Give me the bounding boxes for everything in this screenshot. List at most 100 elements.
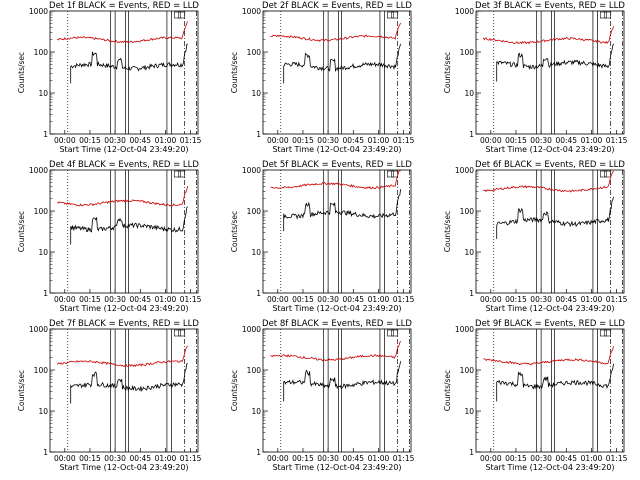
y-tick-label: 100 <box>460 366 475 375</box>
panel-title: Det 5f BLACK = Events, RED = LLD <box>262 160 412 170</box>
x-tick-label: 00:15 <box>292 295 314 304</box>
panel-title: Det 4f BLACK = Events, RED = LLD <box>49 160 199 170</box>
x-tick-label: 00:15 <box>79 136 101 145</box>
x-tick-label: 00:15 <box>505 136 527 145</box>
top-marker <box>604 11 612 19</box>
y-tick-label: 1 <box>256 130 261 139</box>
y-axis-label: Counts/sec <box>443 52 452 93</box>
y-axis-label: Counts/sec <box>17 370 26 411</box>
x-tick-label: 01:15 <box>393 454 415 463</box>
panel-2: Det 2f BLACK = Events, RED = LLD 1 10 100 10… <box>230 1 415 154</box>
x-tick-label: 01:00 <box>581 136 603 145</box>
x-tick-label: 01:00 <box>155 454 177 463</box>
x-tick-label: 00:30 <box>530 454 552 463</box>
x-tick-label: 01:15 <box>606 295 628 304</box>
panel-6: Det 6f BLACK = Events, RED = LLD 1 10 100 10… <box>443 160 628 313</box>
lld-series-line <box>270 22 401 42</box>
y-tick-label: 10 <box>38 89 48 98</box>
plot-frame <box>262 328 412 453</box>
panel-title: Det 7f BLACK = Events, RED = LLD <box>49 319 199 329</box>
panel-title: Det 3f BLACK = Events, RED = LLD <box>475 1 625 11</box>
top-marker <box>386 329 394 337</box>
y-tick-label: 1 <box>469 289 474 298</box>
events-series-line <box>283 43 401 84</box>
x-tick-label: 00:00 <box>480 295 502 304</box>
x-tick-label: 00:15 <box>79 295 101 304</box>
panel-title: Det 8f BLACK = Events, RED = LLD <box>262 319 412 329</box>
plot-frame <box>262 169 412 294</box>
y-axis-label: Counts/sec <box>443 370 452 411</box>
y-axis-label: Counts/sec <box>230 52 239 93</box>
top-marker <box>391 329 399 337</box>
x-tick-label: 00:45 <box>555 136 577 145</box>
panel-title: Det 1f BLACK = Events, RED = LLD <box>49 1 199 11</box>
x-tick-label: 00:45 <box>342 136 364 145</box>
y-tick-label: 100 <box>34 48 49 57</box>
y-axis-label: Counts/sec <box>230 211 239 252</box>
x-tick-label: 00:00 <box>480 136 502 145</box>
x-tick-label: 00:00 <box>54 454 76 463</box>
plot-frame <box>262 10 412 135</box>
y-tick-label: 1000 <box>455 325 474 334</box>
top-marker <box>173 329 181 337</box>
y-tick-label: 1000 <box>455 7 474 16</box>
x-tick-label: 00:45 <box>129 136 151 145</box>
x-tick-label: 00:30 <box>530 295 552 304</box>
top-marker <box>599 329 607 337</box>
x-tick-label: 00:30 <box>104 454 126 463</box>
x-tick-label: 00:00 <box>267 136 289 145</box>
events-series-line <box>70 362 188 404</box>
y-tick-label: 1 <box>256 289 261 298</box>
x-tick-label: 00:45 <box>555 295 577 304</box>
x-tick-label: 00:15 <box>79 454 101 463</box>
top-marker <box>604 170 612 178</box>
x-axis-label: Start Time (12-Oct-04 23:49:20) <box>485 463 614 472</box>
y-tick-label: 10 <box>464 407 474 416</box>
x-tick-label: 00:45 <box>342 295 364 304</box>
x-tick-label: 00:30 <box>104 295 126 304</box>
y-tick-label: 10 <box>464 248 474 257</box>
top-marker <box>599 11 607 19</box>
y-tick-label: 1 <box>43 130 48 139</box>
y-tick-label: 1 <box>43 448 48 457</box>
x-tick-label: 01:00 <box>368 454 390 463</box>
y-axis-label: Counts/sec <box>17 211 26 252</box>
x-axis-label: Start Time (12-Oct-04 23:49:20) <box>272 304 401 313</box>
y-tick-label: 1000 <box>242 7 261 16</box>
x-axis-label: Start Time (12-Oct-04 23:49:20) <box>272 463 401 472</box>
x-tick-label: 00:45 <box>555 454 577 463</box>
y-tick-label: 1 <box>469 130 474 139</box>
x-tick-label: 01:00 <box>581 295 603 304</box>
events-series-line <box>496 43 614 82</box>
y-tick-label: 10 <box>38 248 48 257</box>
x-tick-label: 00:15 <box>505 295 527 304</box>
y-tick-label: 1 <box>256 448 261 457</box>
plot-frame <box>475 328 625 453</box>
top-marker <box>604 329 612 337</box>
x-tick-label: 01:15 <box>606 136 628 145</box>
panel-title: Det 2f BLACK = Events, RED = LLD <box>262 1 412 11</box>
x-tick-label: 01:15 <box>606 454 628 463</box>
y-tick-label: 100 <box>34 207 49 216</box>
top-marker <box>599 170 607 178</box>
x-tick-label: 00:30 <box>530 136 552 145</box>
panel-9: Det 9f BLACK = Events, RED = LLD 1 10 100 10… <box>443 319 628 472</box>
x-axis-label: Start Time (12-Oct-04 23:49:20) <box>59 463 188 472</box>
y-tick-label: 100 <box>460 207 475 216</box>
y-tick-label: 100 <box>247 366 262 375</box>
x-tick-label: 00:00 <box>54 295 76 304</box>
x-tick-label: 00:30 <box>317 454 339 463</box>
y-tick-label: 1000 <box>242 325 261 334</box>
events-series-line <box>283 361 401 402</box>
panel-title: Det 9f BLACK = Events, RED = LLD <box>475 319 625 329</box>
x-tick-label: 01:15 <box>180 136 202 145</box>
lld-series-line <box>57 21 188 44</box>
x-tick-label: 01:00 <box>155 295 177 304</box>
y-axis-label: Counts/sec <box>17 52 26 93</box>
y-tick-label: 10 <box>464 89 474 98</box>
events-series-line <box>496 196 614 239</box>
panel-4: Det 4f BLACK = Events, RED = LLD 1 10 100 10… <box>17 160 202 313</box>
x-tick-label: 01:00 <box>368 295 390 304</box>
y-tick-label: 100 <box>460 48 475 57</box>
